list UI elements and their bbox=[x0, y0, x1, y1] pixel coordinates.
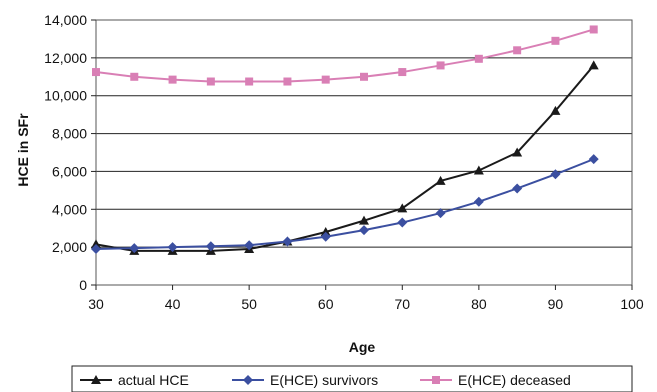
data-point-e-hce-survivors bbox=[359, 225, 369, 236]
data-point-e-hce-survivors bbox=[282, 236, 293, 247]
legend-label: E(HCE) deceased bbox=[458, 372, 571, 388]
y-tick-label: 14,000 bbox=[44, 12, 87, 28]
data-point-e-hce-deceased bbox=[436, 61, 445, 70]
x-axis-ticks: 30 40 50 60 70 80 90 100 bbox=[88, 285, 644, 312]
y-tick-label: 6,000 bbox=[52, 163, 87, 179]
data-point-e-hce-survivors bbox=[129, 243, 140, 254]
data-point-actual-hce bbox=[550, 105, 561, 115]
data-point-e-hce-survivors bbox=[320, 231, 331, 242]
data-point-e-hce-deceased bbox=[245, 77, 254, 86]
data-point-e-hce-deceased bbox=[130, 72, 139, 81]
data-point-e-hce-deceased bbox=[551, 36, 560, 45]
data-point-e-hce-survivors bbox=[91, 244, 101, 255]
data-point-e-hce-survivors bbox=[167, 242, 178, 253]
x-tick-label: 30 bbox=[88, 296, 104, 312]
data-point-e-hce-deceased bbox=[206, 77, 215, 86]
legend-marker bbox=[432, 376, 440, 384]
data-point-e-hce-deceased bbox=[283, 77, 292, 86]
legend-label: actual HCE bbox=[118, 372, 189, 388]
data-point-actual-hce bbox=[359, 215, 369, 225]
series-line-actual-hce bbox=[95, 64, 595, 252]
x-tick-label: 90 bbox=[548, 296, 564, 312]
legend-marker bbox=[91, 375, 101, 384]
data-point-e-hce-survivors bbox=[512, 183, 523, 194]
x-tick-label: 40 bbox=[165, 296, 181, 312]
series-line-e-hce-survivors bbox=[95, 158, 595, 251]
data-point-actual-hce bbox=[397, 203, 408, 213]
x-tick-label: 50 bbox=[241, 296, 257, 312]
data-point-e-hce-deceased bbox=[474, 54, 483, 63]
x-tick-label: 80 bbox=[471, 296, 487, 312]
y-tick-label: 10,000 bbox=[44, 88, 87, 104]
data-point-e-hce-survivors bbox=[205, 241, 216, 252]
x-tick-label: 100 bbox=[620, 296, 644, 312]
data-point-actual-hce bbox=[91, 239, 101, 249]
data-point-e-hce-survivors bbox=[473, 196, 484, 207]
y-tick-label: 12,000 bbox=[44, 50, 87, 66]
data-point-e-hce-survivors bbox=[397, 217, 408, 228]
data-point-e-hce-deceased bbox=[589, 25, 598, 34]
data-point-actual-hce bbox=[435, 175, 446, 185]
data-point-e-hce-survivors bbox=[588, 154, 599, 165]
legend-marker bbox=[243, 375, 253, 385]
series-actual-hce bbox=[91, 60, 599, 255]
data-point-e-hce-deceased bbox=[398, 68, 407, 77]
series-e-hce-deceased bbox=[92, 25, 598, 86]
data-point-e-hce-deceased bbox=[321, 75, 330, 84]
data-point-e-hce-deceased bbox=[513, 46, 522, 55]
data-point-e-hce-survivors bbox=[244, 240, 255, 251]
series-line-e-hce-deceased bbox=[95, 28, 594, 83]
data-point-actual-hce bbox=[473, 165, 484, 175]
y-tick-label: 4,000 bbox=[52, 201, 87, 217]
y-axis-ticks: 0 2,000 4,000 6,000 8,000 10,000 12,000 14,000 bbox=[44, 12, 96, 293]
data-point-e-hce-survivors bbox=[435, 208, 446, 219]
series-e-hce-survivors bbox=[91, 154, 599, 255]
legend: actual HCE E(HCE) survivors E(HCE) decease… bbox=[71, 365, 633, 392]
x-tick-label: 60 bbox=[318, 296, 334, 312]
data-point-actual-hce bbox=[320, 227, 331, 236]
legend-item-e-hce-survivors: E(HCE) survivors bbox=[232, 372, 378, 388]
plot-area bbox=[95, 19, 633, 286]
x-tick-label: 70 bbox=[394, 296, 410, 312]
series-layer bbox=[91, 25, 599, 255]
y-axis-title: HCE in SFr bbox=[15, 113, 31, 187]
data-point-e-hce-deceased bbox=[360, 72, 368, 81]
data-point-actual-hce bbox=[512, 147, 523, 157]
data-point-e-hce-deceased bbox=[92, 68, 100, 77]
data-point-e-hce-deceased bbox=[168, 75, 177, 84]
grid-lines bbox=[96, 19, 632, 248]
data-point-e-hce-survivors bbox=[550, 169, 561, 180]
legend-label: E(HCE) survivors bbox=[270, 372, 378, 388]
y-tick-label: 8,000 bbox=[52, 126, 87, 142]
y-tick-label: 2,000 bbox=[52, 239, 87, 255]
legend-item-actual-hce: actual HCE bbox=[80, 372, 189, 388]
y-tick-label: 0 bbox=[79, 277, 87, 293]
data-point-actual-hce bbox=[588, 60, 599, 70]
legend-item-e-hce-deceased: E(HCE) deceased bbox=[420, 372, 571, 388]
legend-box bbox=[71, 365, 633, 392]
x-axis-title: Age bbox=[349, 339, 376, 355]
